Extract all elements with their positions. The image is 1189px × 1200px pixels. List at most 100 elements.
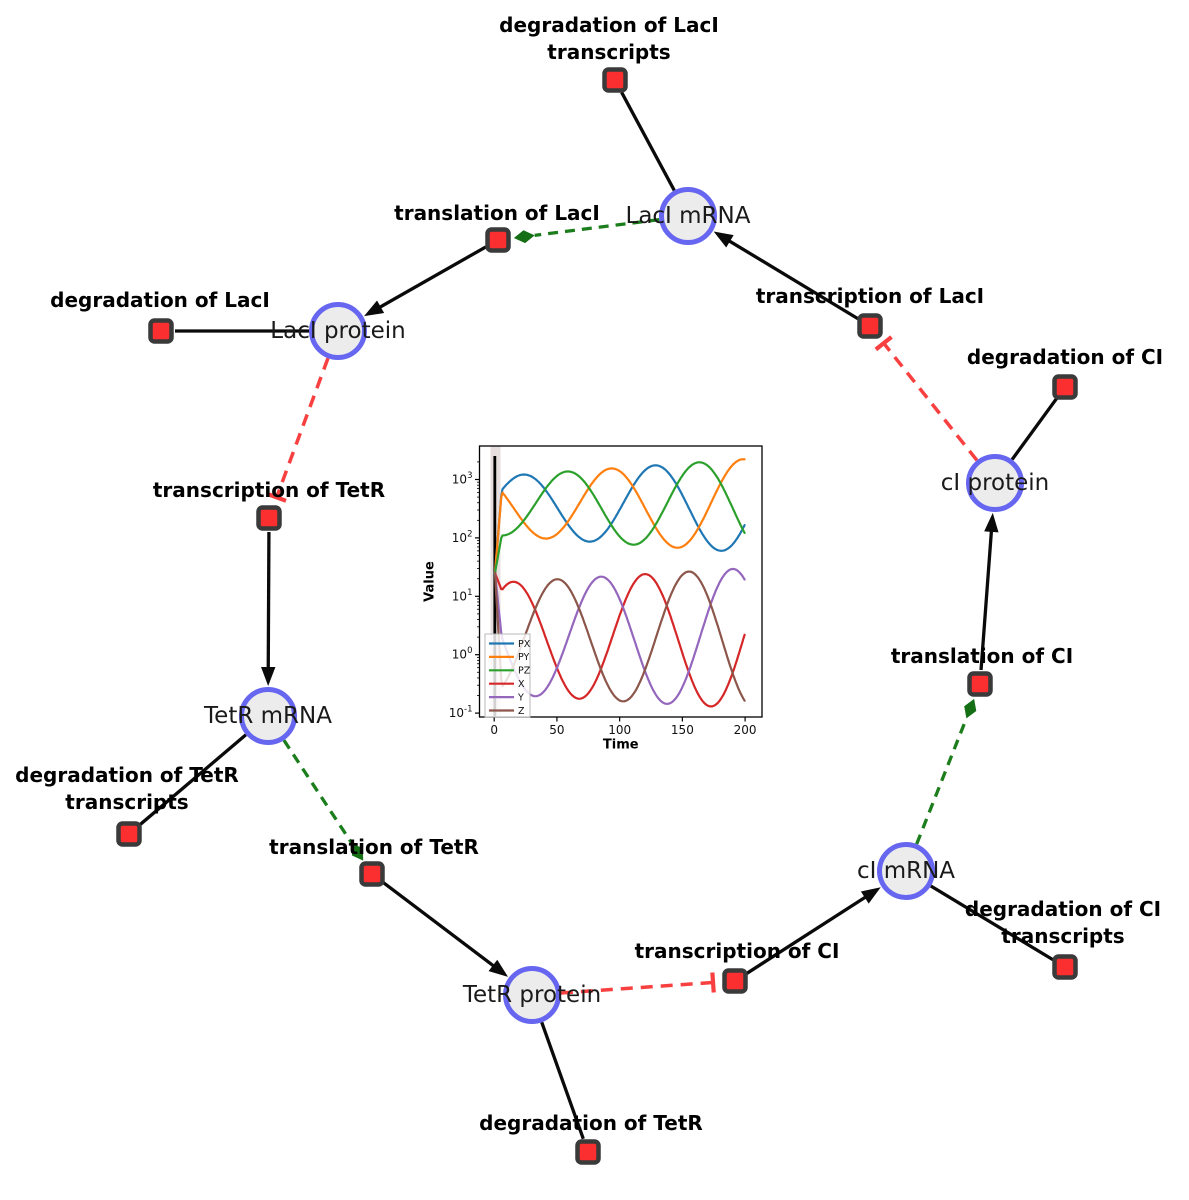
modifier-edge-line [282, 739, 354, 845]
nodes-layer [116, 67, 1078, 1165]
edge-ci-protein-deg-ci [1010, 397, 1059, 461]
x-tick-label-150: 150 [671, 723, 694, 737]
reaction-label-deg-ci-tx: transcripts [1001, 924, 1124, 948]
arrowhead-icon [713, 231, 734, 248]
arrowhead-icon [860, 887, 881, 904]
series-curve-Z [493, 570, 746, 703]
reactant-edge-line [1010, 397, 1059, 461]
legend-label-PX: PX [518, 639, 531, 650]
y-tick-label-10e1: 101 [452, 588, 473, 604]
reaction-node-translation-laci[interactable] [485, 227, 511, 253]
reaction-node-deg-ci-tx[interactable] [1052, 954, 1078, 980]
reaction-node-transcription-tetr[interactable] [256, 505, 282, 531]
reaction-node-deg-tetr-tx[interactable] [116, 821, 142, 847]
edge-laci-protein-transcription-tetr [266, 357, 330, 503]
y-tick-label-10e3: 103 [452, 471, 473, 487]
x-tick-label-200: 200 [734, 723, 757, 737]
edge-transcription-tetr-tetr-mrna [261, 531, 276, 687]
series-curve-PY [493, 458, 746, 574]
reactant-edge-line [540, 1021, 585, 1140]
product-edge-line [745, 893, 870, 975]
legend-label-PY: PY [518, 652, 530, 663]
inhibition-edge-line [274, 357, 330, 498]
edge-translation-laci-laci-protein [364, 245, 487, 317]
species-label-laci-protein: LacI protein [270, 318, 405, 344]
plot-y-axis-label: Value [423, 561, 438, 602]
series-curve-Y [493, 567, 746, 705]
diamond-arrowhead-icon [513, 230, 535, 244]
reactant-edge-line [929, 884, 1054, 962]
edge-tetr-protein-deg-tetr [540, 1021, 585, 1140]
reaction-node-deg-laci-tx[interactable] [602, 67, 628, 93]
reaction-node-transcription-ci[interactable] [722, 968, 748, 994]
reaction-node-transcription-laci[interactable] [857, 313, 883, 339]
diamond-arrowhead-icon [964, 698, 977, 719]
reaction-label-deg-tetr-tx: transcripts [65, 790, 188, 814]
series-curve-PX [493, 464, 746, 574]
plot-x-axis-label: Time [603, 738, 639, 753]
species-label-tetr-protein: TetR protein [462, 982, 601, 1008]
reaction-label-transcription-tetr: transcription of TetR [153, 478, 385, 502]
reaction-label-deg-ci: degradation of CI [967, 345, 1163, 369]
species-node-tetr-mrna[interactable] [239, 687, 297, 745]
species-node-ci-protein[interactable] [966, 454, 1024, 512]
edge-transcription-laci-laci-mrna [713, 231, 859, 321]
y-tick-label-10e2: 102 [452, 529, 473, 545]
reaction-node-deg-laci[interactable] [148, 318, 174, 344]
plot-frame [478, 445, 763, 718]
product-edge-line [725, 237, 859, 321]
reaction-label-translation-tetr: translation of TetR [269, 835, 479, 859]
species-label-laci-mrna: LacI mRNA [626, 203, 751, 229]
legend-label-X: X [518, 679, 525, 690]
inhibition-edge-line [560, 980, 714, 995]
reaction-node-translation-tetr[interactable] [359, 861, 385, 887]
species-label-ci-protein: cI protein [941, 470, 1050, 496]
product-edge-line [979, 527, 994, 671]
modifier-edge-line [534, 217, 660, 238]
labels-layer: LacI mRNA LacI protein TetR mRNA TetR prote… [15, 13, 1163, 1135]
reaction-label-translation-laci: translation of LacI [394, 201, 600, 225]
edge-tetr-mrna-deg-tetr-tx [138, 733, 247, 827]
edge-ci-protein-transcription-laci [874, 335, 979, 462]
reaction-label-deg-tetr-tx: degradation of TetR [15, 763, 239, 787]
edge-transcription-ci-ci-mrna [745, 887, 881, 975]
species-node-ci-mrna[interactable] [877, 842, 935, 900]
product-edge-line [376, 245, 487, 311]
legend-box [484, 633, 531, 718]
edge-translation-ci-ci-protein [979, 512, 999, 671]
reaction-node-translation-ci[interactable] [967, 671, 993, 697]
arrowhead-icon [364, 300, 385, 317]
tee-bar-icon [266, 491, 287, 503]
edge-translation-tetr-tetr-protein [382, 881, 509, 977]
edge-laci-mrna-translation-laci [513, 217, 660, 244]
edges-layer [138, 91, 1059, 1140]
inhibition-edge-line [882, 342, 979, 462]
modifier-edge-line [915, 717, 968, 845]
edge-tetr-protein-transcription-ci [560, 972, 716, 995]
reaction-label-deg-ci-tx: degradation of CI [965, 897, 1161, 921]
species-label-tetr-mrna: TetR mRNA [203, 703, 332, 729]
x-tick-label-0: 0 [490, 723, 498, 737]
species-node-tetr-protein[interactable] [503, 966, 561, 1024]
reactant-edge-line [620, 91, 676, 192]
reaction-node-deg-ci[interactable] [1052, 374, 1078, 400]
reaction-label-deg-laci: degradation of LacI [50, 288, 270, 312]
species-node-laci-protein[interactable] [309, 302, 367, 360]
species-label-ci-mrna: cI mRNA [857, 858, 955, 884]
edge-ci-mrna-translation-ci [915, 698, 977, 845]
y-tick-label-10e-1: 10-1 [449, 705, 473, 721]
reaction-label-deg-laci-tx: degradation of LacI [499, 13, 719, 37]
reaction-node-deg-tetr[interactable] [575, 1139, 601, 1165]
x-tick-label-100: 100 [608, 723, 631, 737]
arrowhead-icon [261, 666, 276, 687]
legend-label-PZ: PZ [518, 666, 531, 677]
edge-deg-laci-tx-laci-mrna [620, 91, 676, 192]
species-node-laci-mrna[interactable] [659, 187, 717, 245]
y-tick-label-10e0: 100 [452, 646, 473, 662]
series-curve-X [493, 571, 746, 708]
reaction-label-transcription-laci: transcription of LacI [756, 284, 984, 308]
legend-label-Y: Y [517, 692, 524, 703]
